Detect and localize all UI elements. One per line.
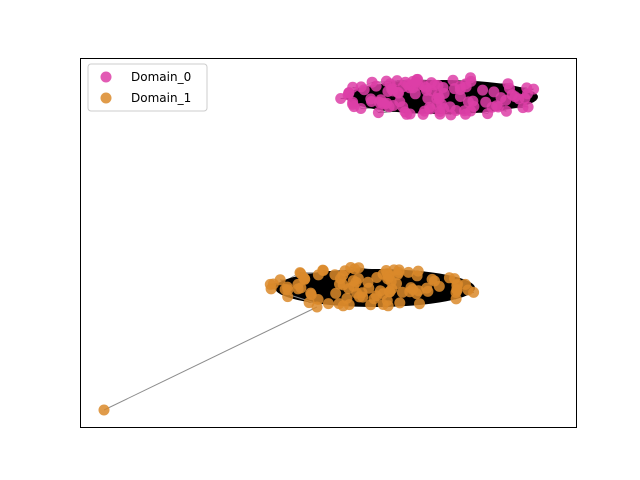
domain-0-node — [517, 102, 529, 114]
edge-line — [103, 306, 318, 411]
legend-marker-domain-1 — [100, 92, 112, 104]
domain-1-node — [450, 287, 462, 298]
domain-1-node — [299, 273, 311, 285]
domain-1-node — [371, 290, 382, 302]
domain-1-node — [388, 264, 400, 276]
domain-1-node — [282, 284, 294, 296]
domain-0-node — [365, 93, 377, 105]
domain-1-node — [330, 287, 342, 299]
domain-0-node — [355, 103, 367, 114]
domain-0-node — [504, 82, 515, 94]
domain-0-node — [372, 107, 384, 119]
domain-0-node — [347, 81, 359, 93]
domain-1-node — [462, 284, 474, 296]
domain-1-node — [377, 299, 389, 310]
domain-0-node — [370, 80, 382, 92]
domain-1-node — [333, 298, 345, 310]
domain-1-node — [391, 278, 402, 290]
domain-0-node — [434, 108, 446, 120]
domain-0-node — [410, 76, 422, 88]
domain-1-node — [411, 270, 423, 282]
domain-1-node — [382, 273, 394, 285]
domain-0-node — [444, 101, 456, 113]
domain-1-node — [348, 280, 360, 292]
axes-frame — [80, 58, 577, 428]
legend-marker-domain-0 — [100, 71, 112, 83]
domain-0-node-cluster — [335, 72, 540, 121]
domain-1-node-cluster — [98, 262, 480, 416]
legend-label-domain-0: Domain_0 — [131, 70, 191, 84]
domain-1-node — [394, 297, 406, 309]
domain-1-node — [337, 269, 349, 281]
domain-1-node — [322, 298, 334, 310]
domain-0-node — [500, 94, 512, 106]
domain-1-node — [341, 292, 353, 304]
domain-0-node — [528, 83, 540, 95]
domain-0-node — [465, 105, 477, 117]
domain-1-node — [274, 274, 286, 286]
domain-1-node — [264, 278, 276, 290]
edge-line — [419, 284, 457, 304]
domain-0-node — [500, 105, 512, 117]
domain-1-node — [349, 263, 361, 275]
legend-box — [87, 63, 208, 112]
domain-0-node — [486, 101, 498, 113]
domain-0-node — [355, 81, 367, 93]
domain-1-node — [365, 299, 377, 311]
domain-1-node — [311, 301, 323, 313]
domain-1-node — [295, 282, 307, 294]
domain-1-node — [429, 275, 440, 287]
domain-0-node — [509, 91, 521, 103]
domain-0-node — [381, 97, 393, 109]
domain-0-node — [454, 91, 466, 102]
domain-0-node — [447, 74, 459, 86]
domain-0-node — [465, 72, 476, 84]
domain-0-node — [419, 105, 430, 117]
domain-1-node — [305, 287, 317, 299]
edge-line — [419, 298, 457, 304]
domain-1-node — [362, 276, 374, 288]
domain-1-node — [413, 285, 424, 297]
domain-0-node — [488, 86, 500, 98]
domain-0-node — [438, 88, 450, 99]
domain-1-node — [356, 287, 368, 299]
domain-1-outlier-node — [98, 404, 110, 416]
domain-0-node — [425, 77, 437, 89]
domain-0-node — [477, 84, 489, 96]
domain-0-node — [397, 101, 409, 113]
domain-0-node — [380, 75, 392, 87]
domain-1-node — [414, 298, 425, 310]
legend: Domain_0 Domain_1 — [87, 63, 208, 112]
domain-1-node — [403, 266, 414, 278]
domain-1-node — [317, 264, 329, 276]
domain-1-node — [449, 273, 460, 285]
legend-label-domain-1: Domain_1 — [131, 91, 191, 105]
domain-0-node — [431, 98, 443, 110]
domain-0-node — [387, 83, 398, 95]
domain-0-node — [404, 108, 416, 120]
domain-0-node — [462, 96, 474, 108]
